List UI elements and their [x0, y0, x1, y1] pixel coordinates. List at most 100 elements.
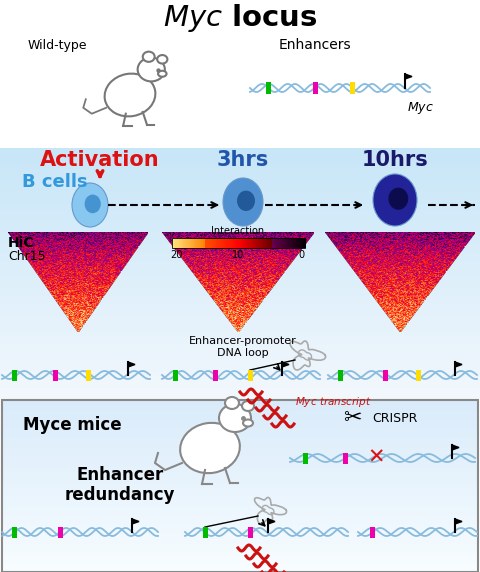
Bar — [2, 430, 478, 431]
Bar — [0, 313, 480, 315]
Bar — [0, 159, 480, 161]
Bar — [0, 374, 480, 375]
Bar — [258, 238, 260, 248]
Bar — [0, 148, 480, 149]
Bar — [0, 298, 480, 300]
Ellipse shape — [243, 419, 253, 427]
Bar — [2, 552, 478, 554]
Bar — [2, 528, 478, 530]
Bar — [233, 238, 235, 248]
Bar — [0, 166, 480, 168]
Bar — [279, 238, 281, 248]
Bar — [0, 387, 480, 388]
Bar — [2, 492, 478, 494]
Bar — [207, 238, 209, 248]
Bar — [0, 177, 480, 178]
Bar — [196, 238, 198, 248]
Bar — [239, 238, 240, 248]
Bar — [2, 570, 478, 571]
Bar — [0, 305, 480, 307]
Bar — [0, 277, 480, 279]
Bar — [0, 240, 480, 241]
Bar — [231, 238, 232, 248]
Ellipse shape — [237, 190, 255, 211]
Text: B cells: B cells — [22, 173, 88, 191]
Bar — [223, 238, 225, 248]
Bar — [0, 308, 480, 309]
Bar — [0, 351, 480, 352]
Bar — [0, 181, 480, 182]
Bar — [0, 157, 480, 158]
Bar — [285, 238, 287, 248]
Bar — [383, 370, 387, 380]
Bar — [244, 238, 246, 248]
Bar — [0, 245, 480, 247]
Bar — [0, 331, 480, 332]
Ellipse shape — [157, 55, 168, 63]
Bar — [0, 330, 480, 332]
Bar — [222, 238, 224, 248]
Bar — [203, 238, 204, 248]
Bar — [250, 238, 251, 248]
Bar — [0, 151, 480, 153]
Text: Wild-type: Wild-type — [28, 38, 87, 51]
Bar — [2, 465, 478, 467]
Bar — [0, 274, 480, 276]
Bar — [2, 496, 478, 498]
Bar — [295, 238, 297, 248]
Bar — [0, 303, 480, 304]
Bar — [2, 569, 478, 570]
Bar — [2, 463, 478, 464]
Bar — [2, 530, 478, 531]
Bar — [2, 506, 478, 507]
Bar — [12, 526, 16, 538]
Bar — [2, 400, 478, 572]
Bar — [243, 238, 244, 248]
Bar — [0, 256, 480, 257]
Bar — [12, 370, 16, 380]
Bar — [0, 359, 480, 360]
Bar — [0, 218, 480, 220]
Bar — [2, 444, 478, 446]
Bar — [2, 542, 478, 543]
Bar — [2, 511, 478, 513]
Bar — [2, 529, 478, 530]
Bar — [209, 238, 210, 248]
Bar — [0, 285, 480, 287]
Text: Enhancers: Enhancers — [279, 38, 351, 52]
Bar — [205, 238, 207, 248]
Bar — [0, 182, 480, 184]
Bar — [191, 238, 192, 248]
Bar — [2, 545, 478, 546]
Bar — [0, 324, 480, 325]
Bar — [2, 523, 478, 525]
Text: ✂: ✂ — [343, 408, 361, 428]
Bar — [180, 238, 181, 248]
Bar — [0, 315, 480, 316]
Bar — [2, 544, 478, 546]
Bar — [0, 361, 480, 363]
Bar — [0, 237, 480, 239]
Bar — [0, 347, 480, 348]
Bar — [289, 238, 291, 248]
Bar — [0, 311, 480, 312]
Bar — [2, 568, 478, 570]
Bar — [0, 260, 480, 261]
Bar — [0, 386, 480, 387]
Bar — [0, 291, 480, 292]
Bar — [2, 516, 478, 518]
Bar — [2, 476, 478, 478]
Bar — [2, 426, 478, 427]
Bar — [2, 483, 478, 484]
Bar — [294, 238, 296, 248]
Bar — [271, 238, 272, 248]
Bar — [240, 238, 241, 248]
Bar — [2, 477, 478, 479]
Bar — [0, 328, 480, 329]
Text: ✕: ✕ — [367, 448, 385, 468]
Ellipse shape — [158, 71, 167, 77]
Bar — [0, 254, 480, 256]
Bar — [0, 165, 480, 166]
Text: CRISPR: CRISPR — [372, 411, 418, 424]
Bar — [2, 417, 478, 419]
